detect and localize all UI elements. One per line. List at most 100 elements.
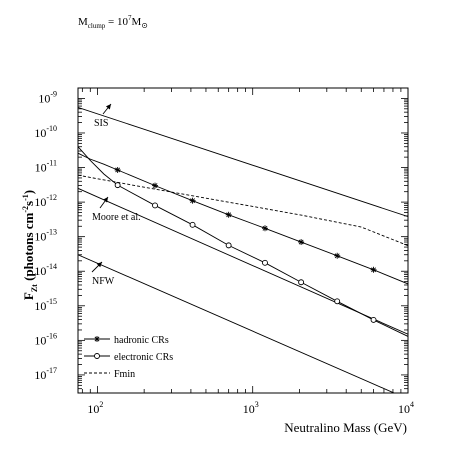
legend-marker <box>94 336 100 342</box>
reference-line <box>78 187 408 335</box>
y-label-rest: (photons cm <box>21 212 36 284</box>
y-tick-label-exp: -14 <box>46 262 57 271</box>
arrow-head <box>103 197 108 203</box>
legend-entry: electronic CRs <box>84 352 173 363</box>
data-point <box>114 182 121 189</box>
data-layer <box>78 106 408 393</box>
x-tick-label: 104 <box>398 400 414 416</box>
y-tick-label: 10-14 <box>34 262 57 278</box>
data-point <box>298 239 305 246</box>
data-point <box>334 252 341 259</box>
y-tick-label-exp: -9 <box>50 89 57 98</box>
y-axis-label: FZt (photons cm-2s-1) <box>21 190 39 300</box>
legend-label: Fmin <box>114 369 135 380</box>
y-tick-label-base: 10 <box>34 195 46 209</box>
y-tick-label-base: 10 <box>35 161 47 175</box>
y-label-main: F <box>21 292 36 300</box>
data-point <box>370 316 377 323</box>
y-tick-label: 10-16 <box>34 331 57 347</box>
legend-label: hadronic CRs <box>114 335 169 346</box>
x-tick-label: 102 <box>87 400 103 416</box>
chart-title-unit: M <box>132 16 142 28</box>
data-point-stroke <box>226 212 232 218</box>
data-point <box>152 202 158 209</box>
data-point <box>225 242 232 249</box>
x-tick-label-exp: 3 <box>255 400 259 409</box>
y-label-sub: Zt <box>30 284 39 292</box>
data-point <box>370 266 377 273</box>
reference-line-label: Moore et al. <box>92 212 141 223</box>
series-line <box>78 146 408 337</box>
arrow-head <box>105 104 111 110</box>
data-point <box>334 298 341 305</box>
data-point <box>225 211 232 218</box>
y-label-mid: s <box>21 201 36 206</box>
y-tick-label-exp: -12 <box>46 193 57 202</box>
y-tick-label: 10-9 <box>38 89 57 105</box>
chart-title-prefix: M <box>78 16 88 28</box>
y-tick-label-exp: -11 <box>47 159 57 168</box>
y-tick-label-base: 10 <box>38 91 50 105</box>
arrow-head <box>96 262 102 268</box>
y-tick-label-base: 10 <box>34 126 46 140</box>
data-point-stroke <box>152 183 158 189</box>
y-tick-label: 10-11 <box>35 159 57 175</box>
y-tick-label-base: 10 <box>34 333 46 347</box>
data-point-stroke <box>298 239 304 245</box>
data-point <box>152 182 159 189</box>
y-tick-label-exp: -10 <box>46 124 57 133</box>
data-point <box>298 279 305 286</box>
data-point-stroke <box>334 253 340 259</box>
ticks-layer: 102 103 10410-910-1010-1110-1210-1310-1410… <box>34 87 414 416</box>
y-tick-label: 10-15 <box>34 297 57 313</box>
plot-frame <box>77 87 409 394</box>
y-tick-label-exp: -16 <box>46 331 57 340</box>
y-tick-label: 10-13 <box>34 228 57 244</box>
data-point <box>114 166 121 173</box>
data-point <box>189 221 196 228</box>
y-tick-label-base: 10 <box>34 264 46 278</box>
y-tick-label-base: 10 <box>34 368 46 382</box>
y-tick-label-exp: -15 <box>46 297 57 306</box>
chart-title: Mclump = 107M⊙ <box>78 14 148 30</box>
x-tick-label-base: 10 <box>398 402 410 416</box>
x-tick-label-exp: 2 <box>99 400 103 409</box>
legend-marker <box>94 353 100 359</box>
series-line <box>78 174 408 247</box>
y-tick-label: 10-12 <box>34 193 57 209</box>
y-tick-label: 10-10 <box>34 124 57 140</box>
y-tick-label-exp: -17 <box>46 366 57 375</box>
reference-line-label: NFW <box>92 276 115 287</box>
y-tick-label-base: 10 <box>34 299 46 313</box>
chart-title-sub: clump <box>88 22 106 30</box>
x-tick-label-base: 10 <box>243 402 255 416</box>
data-point-stroke <box>190 198 196 204</box>
legend-entry: Fmin <box>84 369 135 380</box>
data-point-stroke <box>115 167 121 173</box>
data-point-stroke <box>262 225 268 231</box>
x-axis-label: Neutralino Mass (GeV) <box>284 420 407 435</box>
x-tick-label-exp: 4 <box>410 400 414 409</box>
y-label-end: ) <box>21 190 36 194</box>
data-point <box>262 259 268 266</box>
series-line <box>78 152 408 285</box>
chart-title-unit-sub: ⊙ <box>141 21 148 30</box>
reference-line-label: SIS <box>94 118 108 129</box>
legend-entry: hadronic CRs <box>84 335 169 346</box>
y-tick-label-base: 10 <box>34 230 46 244</box>
y-label-sup1: -2 <box>21 206 30 213</box>
y-tick-label-exp: -13 <box>46 228 57 237</box>
x-tick-label: 103 <box>243 400 259 416</box>
data-point-stroke <box>371 267 376 273</box>
legend: hadronic CRs electronic CRs Fmin <box>84 335 173 380</box>
chart-title-sup: 7 <box>128 14 132 22</box>
data-point <box>261 225 268 232</box>
annotation-layer: SIS Moore et al. NFW <box>91 103 141 287</box>
reference-line <box>78 254 396 393</box>
y-tick-label: 10-17 <box>34 366 57 382</box>
legend-label: electronic CRs <box>114 352 173 363</box>
x-tick-label-base: 10 <box>87 402 99 416</box>
reference-line <box>78 106 408 218</box>
y-label-sup2: -1 <box>21 194 30 201</box>
